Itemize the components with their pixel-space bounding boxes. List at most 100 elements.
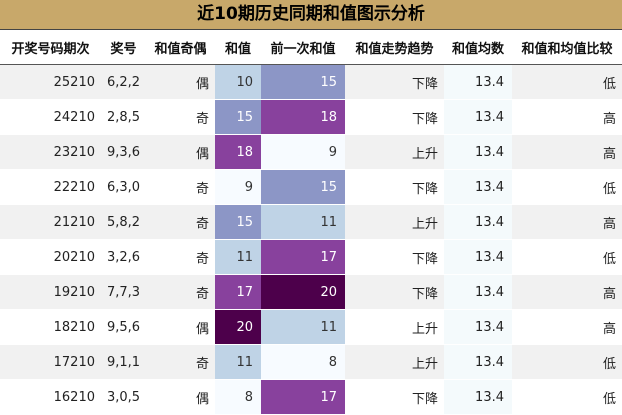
parity-cell: 奇	[146, 99, 215, 135]
avg-cell: 13.4	[444, 134, 512, 170]
sum-cell: 8	[215, 379, 261, 415]
trend-cell: 下降	[345, 239, 444, 275]
compare-cell: 高	[512, 274, 622, 310]
compare-cell: 高	[512, 134, 622, 170]
trend-cell: 上升	[345, 309, 444, 345]
period-cell: 21210	[0, 204, 101, 240]
compare-cell: 低	[512, 379, 622, 415]
column-header: 和值奇偶	[146, 30, 215, 65]
avg-cell: 13.4	[444, 169, 512, 205]
avg-cell: 13.4	[444, 379, 512, 415]
period-cell: 24210	[0, 99, 101, 135]
parity-cell: 奇	[146, 204, 215, 240]
column-header: 和值	[215, 30, 261, 65]
prev-sum-cell: 20	[261, 274, 345, 310]
prev-sum-cell: 15	[261, 169, 345, 205]
numbers-cell: 3,0,5	[101, 379, 146, 415]
compare-cell: 高	[512, 99, 622, 135]
avg-cell: 13.4	[444, 344, 512, 380]
compare-cell: 低	[512, 169, 622, 205]
period-cell: 22210	[0, 169, 101, 205]
prev-sum-cell: 9	[261, 134, 345, 170]
table-row: 17210 9,1,1 奇 11 8 上升 13.4 低	[0, 344, 622, 380]
sum-cell: 10	[215, 64, 261, 100]
column-header: 前一次和值	[261, 30, 345, 65]
column-header: 和值和均值比较	[512, 30, 622, 65]
compare-cell: 低	[512, 239, 622, 275]
compare-cell: 高	[512, 204, 622, 240]
table-row: 22210 6,3,0 奇 9 15 下降 13.4 低	[0, 169, 622, 205]
sum-cell: 18	[215, 134, 261, 170]
trend-cell: 上升	[345, 344, 444, 380]
trend-cell: 上升	[345, 204, 444, 240]
trend-cell: 下降	[345, 99, 444, 135]
numbers-cell: 7,7,3	[101, 274, 146, 310]
table-row: 16210 3,0,5 偶 8 17 下降 13.4 低	[0, 379, 622, 415]
period-cell: 18210	[0, 309, 101, 345]
parity-cell: 奇	[146, 344, 215, 380]
chart-title: 近10期历史同期和值图示分析	[0, 0, 622, 30]
parity-cell: 奇	[146, 169, 215, 205]
avg-cell: 13.4	[444, 64, 512, 100]
period-cell: 25210	[0, 64, 101, 100]
period-cell: 16210	[0, 379, 101, 415]
sum-cell: 9	[215, 169, 261, 205]
period-cell: 19210	[0, 274, 101, 310]
compare-cell: 低	[512, 344, 622, 380]
parity-cell: 偶	[146, 309, 215, 345]
parity-cell: 偶	[146, 134, 215, 170]
prev-sum-cell: 8	[261, 344, 345, 380]
sum-analysis-table: 开奖号码期次 奖号 和值奇偶 和值 前一次和值 和值走势趋势 和值均数 和值和均…	[0, 30, 622, 415]
table-header-row: 开奖号码期次 奖号 和值奇偶 和值 前一次和值 和值走势趋势 和值均数 和值和均…	[0, 30, 622, 65]
sum-cell: 15	[215, 204, 261, 240]
parity-cell: 偶	[146, 379, 215, 415]
prev-sum-cell: 11	[261, 309, 345, 345]
parity-cell: 奇	[146, 239, 215, 275]
parity-cell: 偶	[146, 64, 215, 100]
numbers-cell: 2,8,5	[101, 99, 146, 135]
numbers-cell: 9,1,1	[101, 344, 146, 380]
numbers-cell: 9,5,6	[101, 309, 146, 345]
trend-cell: 下降	[345, 274, 444, 310]
table-row: 24210 2,8,5 奇 15 18 下降 13.4 高	[0, 99, 622, 135]
prev-sum-cell: 11	[261, 204, 345, 240]
avg-cell: 13.4	[444, 309, 512, 345]
period-cell: 23210	[0, 134, 101, 170]
column-header: 开奖号码期次	[0, 30, 101, 65]
trend-cell: 上升	[345, 134, 444, 170]
table-row: 20210 3,2,6 奇 11 17 下降 13.4 低	[0, 239, 622, 275]
table-body: 25210 6,2,2 偶 10 15 下降 13.4 低 24210 2,8,5 奇 15 18 下降 1…	[0, 64, 622, 415]
numbers-cell: 6,3,0	[101, 169, 146, 205]
table-row: 21210 5,8,2 奇 15 11 上升 13.4 高	[0, 204, 622, 240]
period-cell: 20210	[0, 239, 101, 275]
table-row: 23210 9,3,6 偶 18 9 上升 13.4 高	[0, 134, 622, 170]
table-row: 25210 6,2,2 偶 10 15 下降 13.4 低	[0, 64, 622, 100]
column-header: 和值走势趋势	[345, 30, 444, 65]
sum-cell: 11	[215, 239, 261, 275]
column-header: 和值均数	[444, 30, 512, 65]
period-cell: 17210	[0, 344, 101, 380]
table-row: 19210 7,7,3 奇 17 20 下降 13.4 高	[0, 274, 622, 310]
prev-sum-cell: 18	[261, 99, 345, 135]
parity-cell: 奇	[146, 274, 215, 310]
table-row: 18210 9,5,6 偶 20 11 上升 13.4 高	[0, 309, 622, 345]
numbers-cell: 5,8,2	[101, 204, 146, 240]
prev-sum-cell: 15	[261, 64, 345, 100]
numbers-cell: 3,2,6	[101, 239, 146, 275]
compare-cell: 高	[512, 309, 622, 345]
sum-cell: 15	[215, 99, 261, 135]
trend-cell: 下降	[345, 169, 444, 205]
avg-cell: 13.4	[444, 204, 512, 240]
numbers-cell: 9,3,6	[101, 134, 146, 170]
sum-cell: 20	[215, 309, 261, 345]
numbers-cell: 6,2,2	[101, 64, 146, 100]
compare-cell: 低	[512, 64, 622, 100]
avg-cell: 13.4	[444, 99, 512, 135]
trend-cell: 下降	[345, 379, 444, 415]
prev-sum-cell: 17	[261, 239, 345, 275]
avg-cell: 13.4	[444, 274, 512, 310]
trend-cell: 下降	[345, 64, 444, 100]
sum-cell: 17	[215, 274, 261, 310]
column-header: 奖号	[101, 30, 146, 65]
